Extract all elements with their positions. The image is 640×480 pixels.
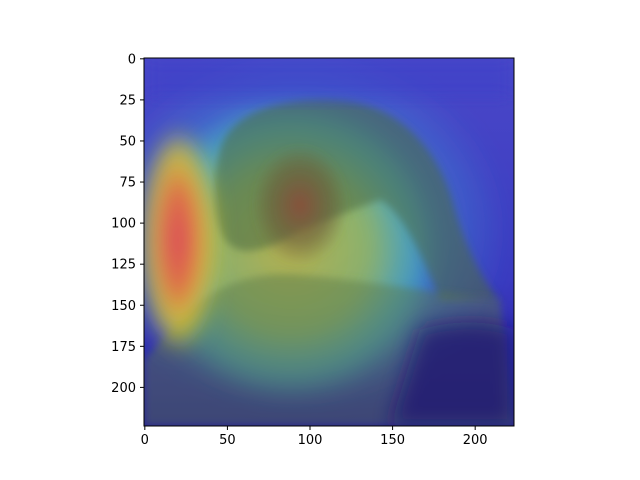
y-tick-label: 25 xyxy=(119,93,136,108)
y-tick-label: 50 xyxy=(119,134,136,149)
x-tick-label: 0 xyxy=(141,433,149,448)
heatmap-image xyxy=(144,58,514,426)
portrait-face xyxy=(252,145,348,265)
x-tick-label: 100 xyxy=(298,433,323,448)
y-tick-label: 75 xyxy=(119,176,136,191)
y-tick-label: 100 xyxy=(111,217,136,232)
portrait-shadow xyxy=(390,322,514,426)
y-tick-label: 150 xyxy=(111,299,136,314)
axes-frame xyxy=(143,57,515,427)
x-axis: 0 50 100 150 200 xyxy=(141,426,488,448)
y-tick-label: 200 xyxy=(111,381,136,396)
x-tick-label: 200 xyxy=(463,433,488,448)
heatmap-hotspot xyxy=(144,125,218,355)
x-tick-label: 150 xyxy=(380,433,405,448)
y-axis: 0 25 50 75 100 125 150 175 200 xyxy=(111,52,144,396)
y-tick-label: 0 xyxy=(128,52,136,67)
y-tick-label: 125 xyxy=(111,258,136,273)
x-tick-label: 50 xyxy=(219,433,236,448)
y-tick-label: 175 xyxy=(111,340,136,355)
heatmap-top-band xyxy=(144,58,514,98)
